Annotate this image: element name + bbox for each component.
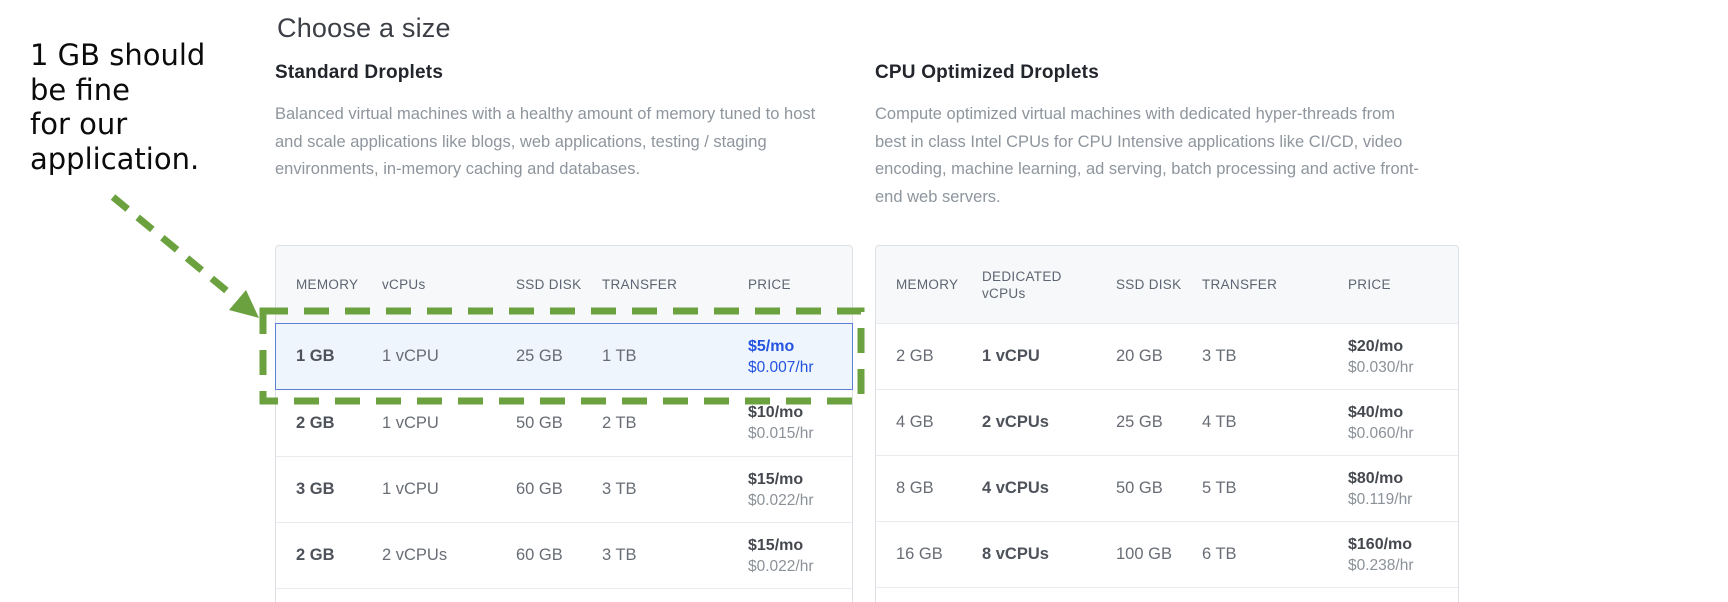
column-header-ssd-disk: SSD DISK — [516, 277, 582, 292]
vcpus-cell: 1 vCPU — [982, 347, 1040, 365]
price-cell: $10/mo $0.015/hr — [748, 402, 832, 444]
size-row[interactable]: 2 GB 1 vCPU 50 GB 2 TB $10/mo $0.015/hr — [276, 390, 852, 456]
annotation-line: be fine — [30, 72, 130, 107]
arrowhead-icon — [229, 290, 259, 318]
column-header-memory: MEMORY — [296, 277, 359, 292]
size-row-selected[interactable]: 1 GB 1 vCPU 25 GB 1 TB $5/mo $0.007/hr — [275, 323, 853, 390]
price-monthly: $40/mo — [1348, 403, 1404, 421]
column-header-ssd-disk: SSD DISK — [1116, 277, 1182, 292]
standard-droplets-description: Balanced virtual machines with a healthy… — [275, 105, 816, 178]
memory-cell: 2 GB — [896, 347, 934, 365]
price-hourly: $0.060/hr — [1348, 424, 1414, 442]
price-monthly: $15/mo — [748, 470, 804, 488]
transfer-cell: 1 TB — [602, 347, 637, 365]
price-hourly: $0.119/hr — [1348, 490, 1413, 508]
partial-next-row: $ — [276, 588, 852, 602]
transfer-cell: 3 TB — [602, 546, 637, 564]
ssd-disk-cell: 50 GB — [1116, 479, 1163, 497]
memory-cell: 4 GB — [896, 413, 934, 431]
ssd-disk-cell: 60 GB — [516, 480, 563, 498]
cpu-table-header: MEMORY DEDICATED vCPUs SSD DISK TRANSFER… — [876, 246, 1458, 323]
size-row[interactable]: 16 GB 8 vCPUs 100 GB 6 TB $160/mo $0.238… — [876, 521, 1458, 587]
page-title: Choose a size — [277, 13, 451, 43]
partial-next-row: $ — [876, 587, 1458, 602]
vcpus-cell: 1 vCPU — [382, 347, 439, 365]
annotation-note: 1 GB should be fine for our application. — [30, 38, 205, 176]
price-cell: $15/mo $0.022/hr — [748, 535, 832, 577]
vcpus-cell: 1 vCPU — [382, 480, 439, 498]
cpu-optimized-heading: CPU Optimized Droplets — [875, 62, 1099, 83]
annotation-line: for our — [30, 107, 128, 141]
column-header-price: PRICE — [1348, 277, 1391, 292]
vcpus-cell: 2 vCPUs — [382, 546, 448, 564]
price-hourly: $0.007/hr — [748, 358, 814, 376]
vcpus-cell: 2 vCPUs — [982, 413, 1049, 431]
memory-cell: 8 GB — [896, 479, 934, 497]
ssd-disk-cell: 25 GB — [516, 347, 563, 365]
price-hourly: $0.238/hr — [1348, 556, 1414, 574]
memory-cell: 2 GB — [296, 546, 335, 564]
transfer-cell: 6 TB — [1202, 545, 1237, 563]
annotation-line: application. — [30, 141, 200, 176]
vcpus-cell: 1 vCPU — [382, 413, 439, 432]
ssd-disk-cell: 50 GB — [516, 413, 563, 432]
cpu-table-body: 2 GB 1 vCPU 20 GB 3 TB $20/mo $0.030/hr … — [876, 323, 1458, 587]
price-monthly: $80/mo — [1348, 469, 1404, 487]
column-header-transfer: TRANSFER — [1202, 277, 1278, 292]
price-monthly: $20/mo — [1348, 337, 1404, 355]
standard-table-body: 1 GB 1 vCPU 25 GB 1 TB $5/mo $0.007/hr 2… — [275, 323, 853, 588]
price-monthly: $10/mo — [748, 404, 804, 421]
price-monthly: $5/mo — [748, 337, 795, 355]
size-row[interactable]: 4 GB 2 vCPUs 25 GB 4 TB $40/mo $0.060/hr — [876, 389, 1458, 455]
standard-droplets-table: MEMORY vCPUs SSD DISK TRANSFER PRICE 1 G… — [275, 245, 853, 602]
memory-cell: 3 GB — [296, 480, 335, 498]
standard-table-header: MEMORY vCPUs SSD DISK TRANSFER PRICE — [276, 246, 852, 323]
price-monthly: $160/mo — [1348, 535, 1413, 553]
price-hourly: $0.022/hr — [748, 557, 814, 575]
price-hourly: $0.015/hr — [748, 425, 814, 442]
price-monthly: $15/mo — [748, 536, 804, 554]
cpu-optimized-table: MEMORY DEDICATED vCPUs SSD DISK TRANSFER… — [875, 245, 1459, 602]
column-header-transfer: TRANSFER — [602, 277, 678, 292]
column-header-memory: MEMORY — [896, 277, 959, 292]
ssd-disk-cell: 60 GB — [516, 546, 563, 564]
dashed-arrow-line — [110, 194, 236, 299]
column-header-price: PRICE — [748, 277, 791, 292]
transfer-cell: 5 TB — [1202, 479, 1237, 497]
column-header-vcpus: vCPUs — [382, 277, 426, 292]
price-cell: $40/mo $0.060/hr — [1348, 402, 1438, 444]
price-hourly: $0.030/hr — [1348, 358, 1414, 376]
vcpus-cell: 8 vCPUs — [982, 545, 1049, 563]
column-header-dedicated-vcpus: DEDICATED vCPUs — [982, 268, 1062, 301]
ssd-disk-cell: 25 GB — [1116, 413, 1163, 431]
memory-cell: 2 GB — [296, 413, 335, 432]
transfer-cell: 3 TB — [1202, 347, 1237, 365]
size-row[interactable]: 8 GB 4 vCPUs 50 GB 5 TB $80/mo $0.119/hr — [876, 455, 1458, 521]
cpu-optimized-description: Compute optimized virtual machines with … — [875, 105, 1419, 206]
price-cell: $15/mo $0.022/hr — [748, 469, 832, 511]
cpu-optimized-section: CPU Optimized Droplets Compute optimized… — [875, 62, 1459, 602]
transfer-cell: 3 TB — [602, 480, 637, 498]
price-cell: $160/mo $0.238/hr — [1348, 534, 1438, 576]
standard-droplets-heading: Standard Droplets — [275, 62, 444, 83]
droplet-columns: Standard Droplets Balanced virtual machi… — [275, 62, 1459, 602]
annotation-line: 1 GB should — [30, 38, 206, 72]
memory-cell: 1 GB — [296, 347, 335, 365]
ssd-disk-cell: 20 GB — [1116, 347, 1163, 365]
transfer-cell: 2 TB — [602, 413, 637, 432]
size-row[interactable]: 3 GB 1 vCPU 60 GB 3 TB $15/mo $0.022/hr — [276, 456, 852, 522]
vcpus-cell: 4 vCPUs — [982, 479, 1049, 497]
memory-cell: 16 GB — [896, 545, 943, 563]
price-cell: $80/mo $0.119/hr — [1348, 468, 1438, 510]
size-row[interactable]: 2 GB 2 vCPUs 60 GB 3 TB $15/mo $0.022/hr — [276, 522, 852, 588]
transfer-cell: 4 TB — [1202, 413, 1237, 431]
size-row[interactable]: 2 GB 1 vCPU 20 GB 3 TB $20/mo $0.030/hr — [876, 323, 1458, 389]
price-cell: $5/mo $0.007/hr — [748, 336, 832, 378]
price-cell: $20/mo $0.030/hr — [1348, 336, 1438, 378]
standard-droplets-section: Standard Droplets Balanced virtual machi… — [275, 62, 853, 602]
price-hourly: $0.022/hr — [748, 491, 814, 509]
ssd-disk-cell: 100 GB — [1116, 545, 1172, 563]
